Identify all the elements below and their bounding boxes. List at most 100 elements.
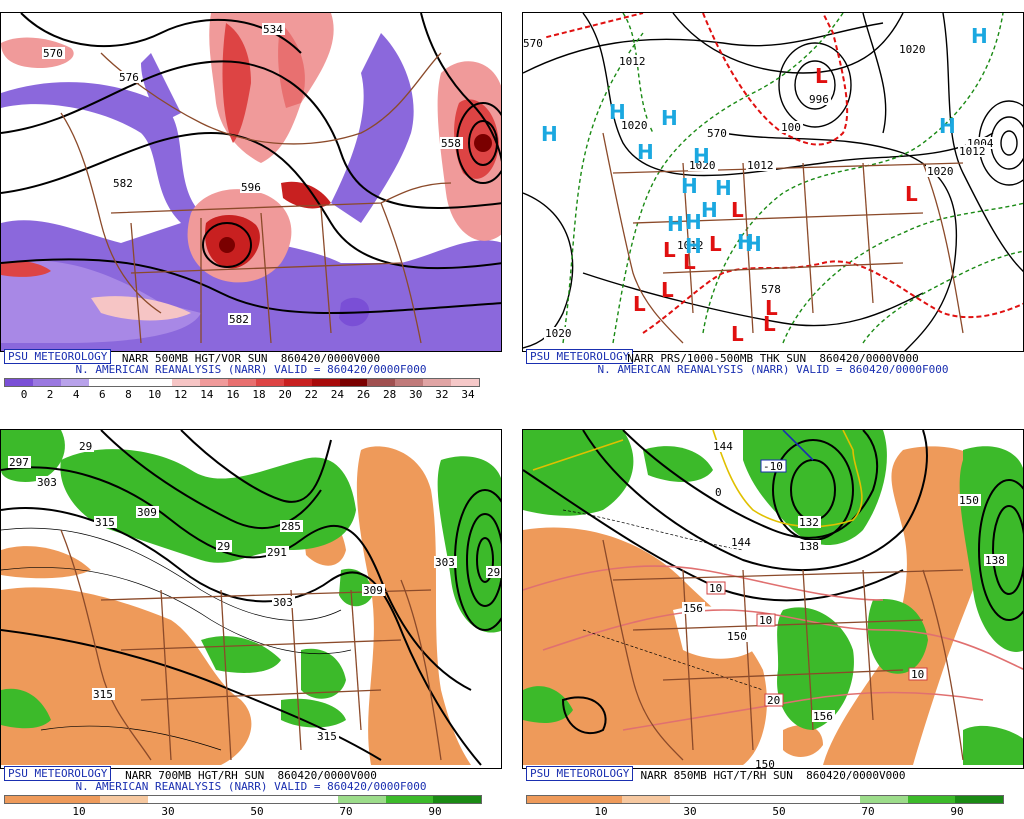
- high-pressure-marker: H: [667, 212, 684, 236]
- high-pressure-marker: H: [609, 100, 626, 124]
- map-850mb: 144 0 132 138 144 150 138 156 150 156 150 -10 10 10 10…: [522, 429, 1024, 769]
- scale-swatch: [423, 379, 451, 386]
- scale-tick-label: 50: [250, 805, 264, 818]
- scale-swatch: [147, 796, 196, 803]
- contour-label: 576: [119, 71, 139, 84]
- contour-label: 156: [813, 710, 833, 723]
- scale-tick-label: 26: [356, 388, 371, 401]
- scale-tick-label: 16: [226, 388, 240, 401]
- low-pressure-marker: L: [731, 198, 744, 222]
- scale-swatch: [433, 796, 481, 803]
- contour-label: 303: [435, 556, 455, 569]
- low-pressure-marker: L: [633, 292, 646, 316]
- scale-tick-label: 2: [46, 388, 54, 401]
- high-pressure-marker: H: [737, 230, 754, 254]
- contour-label: 558: [441, 137, 461, 150]
- high-pressure-marker: H: [939, 114, 956, 138]
- temperature-label: 10: [759, 614, 772, 627]
- contour-label: 315: [95, 516, 115, 529]
- scale-swatch: [955, 796, 1003, 803]
- contour-label: 144: [713, 440, 733, 453]
- scale-swatch: [283, 379, 312, 386]
- contour-label: 309: [363, 584, 383, 597]
- scale-tick-label: 6: [99, 388, 106, 401]
- scale-swatch: [860, 796, 908, 803]
- contour-label: 291: [487, 566, 502, 579]
- scale-tick-label: 10: [72, 805, 86, 818]
- contour-label: 29: [217, 540, 230, 553]
- contour-label: 138: [799, 540, 819, 553]
- panel-subcaption: N. AMERICAN REANALYSIS (NARR) VALID = 86…: [75, 363, 427, 376]
- low-pressure-marker: L: [709, 232, 722, 256]
- rh-color-scale: [4, 795, 482, 804]
- panel-caption: NARR PRS/1000-500MB THK SUN 860420/0000V…: [627, 352, 919, 365]
- scale-swatch: [255, 379, 284, 386]
- scale-swatch: [717, 796, 765, 803]
- scale-tick-label: 22: [304, 388, 318, 401]
- scale-swatch: [32, 379, 61, 386]
- scale-swatch: [907, 796, 956, 803]
- scale-tick-label: 70: [339, 805, 353, 818]
- contour-label: 309: [137, 506, 157, 519]
- scale-swatch: [812, 796, 861, 803]
- low-pressure-marker: L: [661, 278, 674, 302]
- contour-label: 1012: [619, 55, 646, 68]
- high-pressure-marker: H: [681, 174, 698, 198]
- contour-label: 291: [267, 546, 287, 559]
- scale-swatch: [88, 379, 117, 386]
- scale-swatch: [764, 796, 813, 803]
- contour-label: 156: [683, 602, 703, 615]
- high-pressure-marker: H: [685, 234, 702, 258]
- scale-tick-label: 10: [147, 388, 162, 401]
- scale-tick-label: 0: [20, 388, 28, 401]
- scale-tick-label: 70: [861, 805, 875, 818]
- scale-tick-label: 30: [409, 388, 423, 401]
- temperature-label: 20: [767, 694, 780, 707]
- high-pressure-marker: H: [693, 144, 710, 168]
- contour-label: 582: [229, 313, 249, 326]
- contour-label: 570: [43, 47, 63, 60]
- map-500mb: 534 576 582 596 558 582 570: [0, 12, 502, 352]
- psu-meteorology-badge: PSU METEOROLOGY: [526, 349, 634, 364]
- temperature-label: -10: [763, 460, 783, 473]
- contour-label: 138: [985, 554, 1005, 567]
- contour-label: 582: [113, 177, 133, 190]
- high-pressure-marker: H: [971, 24, 988, 48]
- low-pressure-marker: L: [815, 64, 828, 88]
- scale-tick-label: 8: [125, 388, 132, 401]
- scale-tick-label: 28: [383, 388, 397, 401]
- high-pressure-marker: H: [745, 232, 762, 256]
- low-pressure-marker: L: [763, 312, 776, 336]
- contour-label: 100: [781, 121, 801, 134]
- scale-swatch: [52, 796, 101, 803]
- scale-swatch: [622, 796, 670, 803]
- scale-swatch: [144, 379, 173, 386]
- scale-swatch: [338, 796, 386, 803]
- scale-tick-label: 4: [72, 388, 80, 401]
- scale-swatch: [339, 379, 368, 386]
- scale-swatch: [116, 379, 145, 386]
- high-pressure-marker: H: [541, 122, 558, 146]
- high-pressure-marker: H: [637, 140, 654, 164]
- panel-caption: NARR 500MB HGT/VOR SUN 860420/0000V000: [121, 352, 381, 365]
- scale-swatch: [5, 796, 53, 803]
- scale-tick-label: 10: [594, 805, 608, 818]
- scale-tick-label: 34: [461, 388, 475, 401]
- scale-swatch: [5, 379, 33, 386]
- contour-label: 150: [755, 758, 775, 769]
- low-pressure-marker: L: [683, 250, 696, 274]
- contour-label: 315: [93, 688, 113, 701]
- contour-label: 132: [799, 516, 819, 529]
- scale-swatch: [290, 796, 339, 803]
- panel-caption: NARR 850MB HGT/T/RH SUN 860420/0000V000: [640, 769, 906, 782]
- scale-swatch: [395, 379, 424, 386]
- low-pressure-marker: L: [905, 182, 918, 206]
- panel-caption: NARR 700MB HGT/RH SUN 860420/0000V000: [125, 769, 377, 782]
- psu-meteorology-badge: PSU METEOROLOGY: [4, 349, 112, 364]
- scale-tick-label: 32: [435, 388, 449, 401]
- contour-label: 570: [523, 37, 543, 50]
- scale-swatch: [195, 796, 243, 803]
- low-pressure-marker: L: [765, 296, 778, 320]
- temperature-label: 10: [911, 668, 924, 681]
- contour-label: 29: [79, 440, 92, 453]
